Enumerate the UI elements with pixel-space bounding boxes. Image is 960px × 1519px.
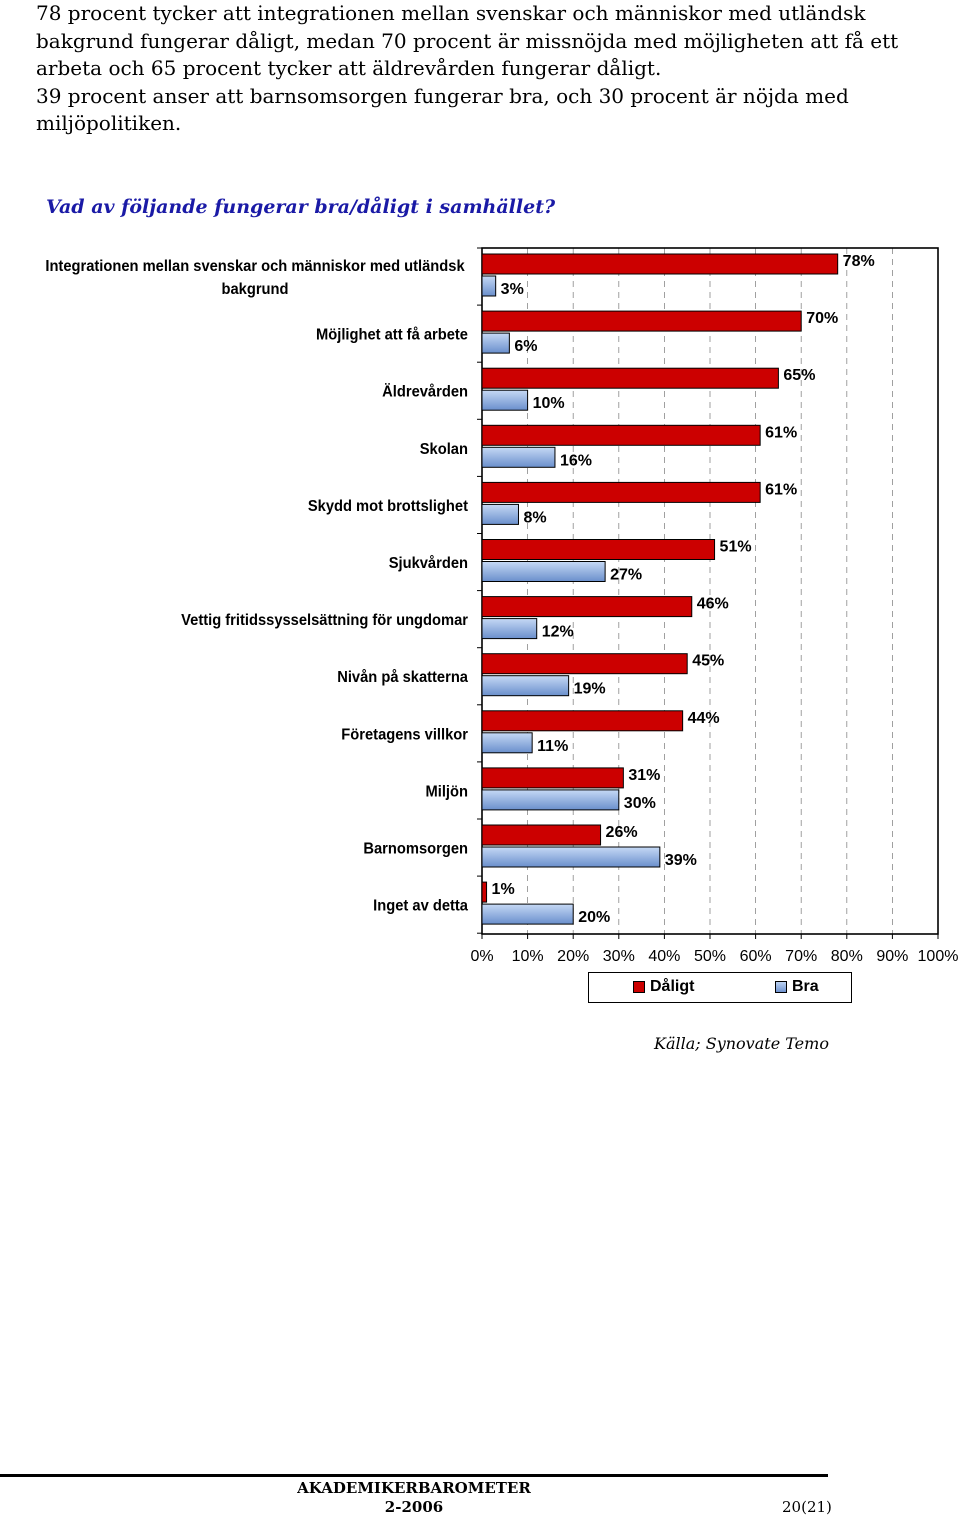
data-label-bra: 8% <box>523 509 546 526</box>
data-label-bra: 16% <box>560 452 592 469</box>
intro-line: 78 procent tycker att integrationen mell… <box>36 1 866 25</box>
legend-label-good: Bra <box>792 978 819 995</box>
chart-question: Vad av följande fungerar bra/dåligt i sa… <box>46 196 556 218</box>
data-label-daligt: 46% <box>697 596 729 613</box>
intro-line: miljöpolitiken. <box>36 111 182 135</box>
data-label-bra: 20% <box>578 909 610 926</box>
legend-label-bad: Dåligt <box>650 978 695 995</box>
x-tick-label: 0% <box>470 948 493 965</box>
legend-swatch-good <box>775 981 787 993</box>
data-label-bra: 10% <box>533 395 565 412</box>
bar-daligt <box>481 596 693 618</box>
category-label: Skolan <box>420 440 468 458</box>
bar-bra <box>481 618 538 640</box>
data-label-daligt: 1% <box>492 881 515 898</box>
data-label-daligt: 44% <box>688 710 720 727</box>
category-label: Möjlighet att få arbete <box>316 326 468 344</box>
footer-issue: 2-2006 <box>384 1498 444 1516</box>
x-tick-label: 30% <box>603 948 635 965</box>
bar-daligt <box>481 710 684 732</box>
x-tick-label: 40% <box>648 948 680 965</box>
chart-legend: Dåligt Bra <box>588 972 852 1003</box>
bar-daligt <box>481 767 624 789</box>
footer-title: AKADEMIKERBAROMETER <box>297 1479 531 1497</box>
bar-bra <box>481 275 497 297</box>
source-note: Källa; Synovate Temo <box>654 1034 829 1053</box>
legend-item-good: Bra <box>775 978 819 996</box>
x-tick-label: 100% <box>918 948 959 965</box>
category-label: Sjukvården <box>389 555 468 573</box>
x-tick-label: 70% <box>785 948 817 965</box>
x-tick-label: 80% <box>831 948 863 965</box>
bar-daligt <box>481 881 488 903</box>
legend-swatch-bad <box>633 981 645 993</box>
footer-rule <box>0 1474 828 1477</box>
bar-bra <box>481 332 510 354</box>
bar-daligt <box>481 310 802 332</box>
bar-bra <box>481 675 570 697</box>
bar-bra <box>481 389 529 411</box>
bar-bra <box>481 446 556 468</box>
data-label-bra: 6% <box>514 338 537 355</box>
data-label-bra: 39% <box>665 852 697 869</box>
x-tick-label: 10% <box>512 948 544 965</box>
intro-line: arbeta och 65 procent tycker att äldrevå… <box>36 56 662 80</box>
data-label-daligt: 61% <box>765 481 797 498</box>
intro-line: 39 procent anser att barnsomsorgen funge… <box>36 83 849 108</box>
category-label: Företagens villkor <box>341 726 468 744</box>
x-tick-label: 20% <box>557 948 589 965</box>
page-number: 20(21) <box>782 1498 832 1516</box>
category-label: Äldrevården <box>382 383 468 401</box>
data-label-bra: 30% <box>624 795 656 812</box>
bar-daligt <box>481 481 761 503</box>
bar-daligt <box>481 253 839 275</box>
data-label-daligt: 51% <box>720 539 752 556</box>
bar-daligt <box>481 824 602 846</box>
category-label: Skydd mot brottslighet <box>308 497 468 515</box>
category-label: Vettig fritidssysselsättning för ungdoma… <box>181 612 468 630</box>
x-tick-label: 60% <box>740 948 772 965</box>
bar-daligt <box>481 539 716 560</box>
data-label-bra: 27% <box>610 567 642 584</box>
category-label: Barnomsorgen <box>363 840 468 858</box>
bar-bra <box>481 846 661 868</box>
category-label: Integrationen mellan svenskar och männis… <box>45 258 465 276</box>
category-label: Inget av detta <box>373 897 468 915</box>
data-label-bra: 3% <box>501 281 524 298</box>
data-label-daligt: 31% <box>628 767 660 784</box>
intro-line: bakgrund fungerar dåligt, medan 70 proce… <box>36 28 899 53</box>
bar-chart: 0% 10% 20% 30% 40% 50% 60% 70% 80% 90% 100% Integra… <box>45 247 959 965</box>
category-label: Miljön <box>426 783 468 801</box>
bar-bra <box>481 903 574 925</box>
data-label-bra: 11% <box>537 738 568 755</box>
data-label-daligt: 26% <box>606 824 638 841</box>
bar-daligt <box>481 653 688 675</box>
bar-bra <box>481 732 533 754</box>
category-label: Nivån på skatterna <box>337 669 468 687</box>
data-label-daligt: 65% <box>783 367 815 384</box>
x-tick-label: 50% <box>694 948 726 965</box>
x-tick-label: 90% <box>876 948 908 965</box>
bar-daligt <box>481 424 761 446</box>
data-label-daligt: 78% <box>843 253 875 270</box>
data-label-daligt: 61% <box>765 424 797 441</box>
bar-bra <box>481 789 620 811</box>
data-label-bra: 19% <box>574 681 606 698</box>
category-label: bakgrund <box>221 281 288 299</box>
bar-bra <box>481 561 606 582</box>
bar-bra <box>481 503 519 525</box>
data-label-daligt: 45% <box>692 653 724 670</box>
data-label-daligt: 70% <box>806 310 838 327</box>
bar-daligt <box>481 367 779 389</box>
intro-text: 78 procent tycker att integrationen mell… <box>36 0 916 138</box>
legend-item-bad: Dåligt <box>633 978 694 996</box>
data-label-bra: 12% <box>542 624 574 641</box>
